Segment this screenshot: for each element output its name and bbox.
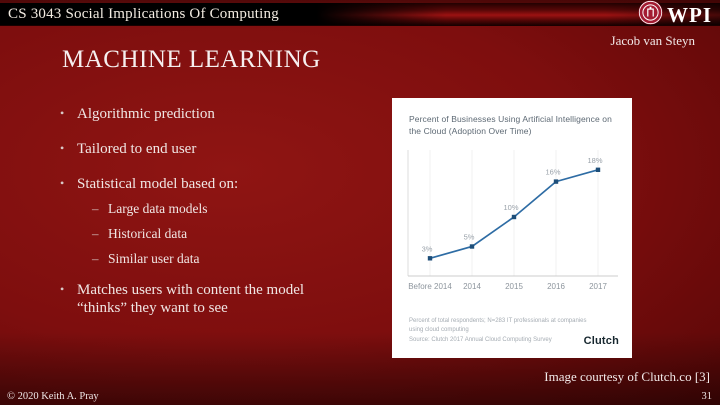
data-point-label: 16%	[545, 167, 560, 176]
bullet-text: Algorithmic prediction	[77, 106, 215, 122]
x-tick-label: 2014	[463, 282, 481, 291]
footnote-line: Percent of total respondents; N=283 IT p…	[409, 318, 587, 325]
chart-image: Percent of Businesses Using Artificial I…	[392, 98, 632, 358]
dash-bullet-icon	[92, 201, 108, 217]
dash-bullet-icon	[92, 226, 108, 242]
list-item: Similar user data	[92, 251, 370, 267]
clutch-logo: Clutch	[583, 335, 619, 347]
image-credit: Image courtesy of Clutch.co [3]	[544, 369, 710, 384]
wpi-seal-icon	[638, 0, 663, 30]
data-point-marker	[511, 214, 517, 219]
header-bar: CS 3043 Social Implications Of Computing	[0, 3, 720, 26]
x-tick-label: Before 2014	[408, 282, 452, 291]
bullet-text: Tailored to end user	[77, 141, 197, 157]
bullet-icon	[60, 105, 77, 123]
footnote-line: Source: Clutch 2017 Annual Cloud Computi…	[409, 336, 552, 343]
data-point-marker	[553, 179, 559, 184]
sub-bullet-text: Large data models	[108, 201, 208, 216]
data-point-marker	[595, 167, 601, 172]
list-item: Algorithmic prediction	[60, 105, 370, 123]
line-chart: 3% 5% 10% 16% 18% Before 2014 2014 2015 2016 2017	[407, 149, 618, 291]
sub-bullet-text: Historical data	[108, 226, 188, 242]
data-point-label: 18%	[587, 155, 602, 164]
course-title: CS 3043 Social Implications Of Computing	[8, 6, 279, 22]
copyright-text: © 2020 Keith A. Pray	[7, 391, 99, 402]
data-point-marker	[469, 243, 475, 249]
bullet-icon	[60, 175, 77, 193]
sub-bullet-text: Similar user data	[108, 251, 200, 267]
bullet-icon	[60, 281, 77, 317]
chart-plot: 3% 5% 10% 16% 18% Before 2014 2014 2015 2016 2017	[400, 146, 632, 303]
chart-title: Percent of Businesses Using Artificial I…	[409, 114, 612, 137]
dash-bullet-icon	[92, 251, 108, 267]
footnote-line: using cloud computing	[409, 327, 469, 334]
x-tick-label: 2016	[547, 282, 565, 291]
data-point-label: 10%	[503, 203, 518, 212]
page-number: 31	[701, 391, 713, 402]
chart-footnote: Percent of total respondents; N=283 IT p…	[409, 317, 587, 345]
sub-bullet-list: Large data models Historical data Simila…	[60, 201, 370, 268]
list-item: Statistical model based on:	[60, 175, 370, 193]
bullet-icon	[60, 140, 77, 158]
data-point-label: 5%	[464, 232, 475, 241]
list-item: Historical data	[92, 226, 370, 242]
list-item: Large data models	[92, 201, 370, 217]
list-item: Tailored to end user	[60, 140, 370, 158]
data-point-label: 3%	[422, 244, 433, 253]
x-tick-label: 2015	[505, 282, 523, 291]
slide-title: MACHINE LEARNING	[62, 46, 321, 73]
wpi-logo: WPI	[638, 0, 712, 30]
list-item: Matches users with content the model “th…	[60, 281, 370, 317]
author-name: Jacob van Steyn	[610, 33, 695, 48]
wpi-logo-text: WPI	[667, 3, 712, 27]
bullet-text: Statistical model based on:	[77, 176, 239, 192]
bullet-list: Algorithmic prediction Tailored to end u…	[60, 105, 370, 334]
data-point-marker	[427, 255, 433, 261]
bullet-text: Matches users with content the model “th…	[77, 281, 305, 316]
x-tick-label: 2017	[589, 282, 607, 291]
